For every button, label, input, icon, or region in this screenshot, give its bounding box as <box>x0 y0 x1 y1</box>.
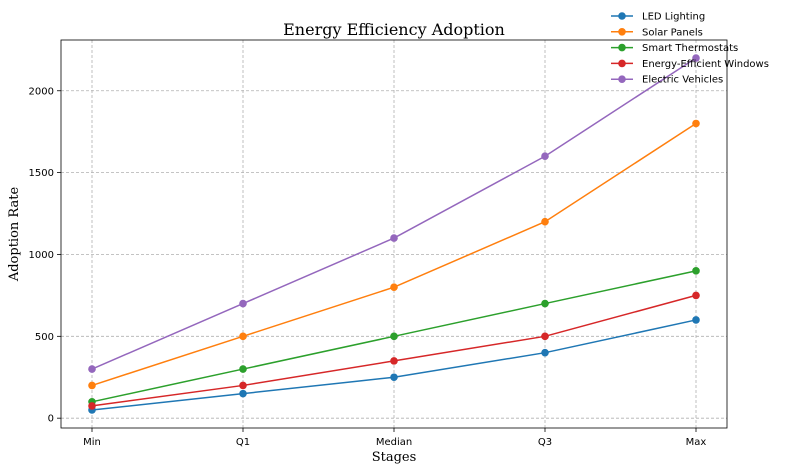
series-group <box>88 54 700 373</box>
legend: LED Lighting Solar Panels Smart Thermostat… <box>611 12 769 86</box>
y-tick-label: 2000 <box>29 86 54 97</box>
data-point <box>692 119 700 128</box>
data-point <box>390 283 398 292</box>
data-point <box>692 316 700 324</box>
data-point <box>88 402 96 410</box>
legend-item: LED Lighting <box>611 12 705 23</box>
y-tick-label: 1000 <box>29 250 54 261</box>
x-tick-label: Q3 <box>538 437 552 448</box>
legend-item: Electric Vehicles <box>611 75 723 86</box>
data-point <box>541 348 549 357</box>
legend-label: Energy-Efficient Windows <box>642 59 769 70</box>
legend-label: LED Lighting <box>642 12 705 23</box>
data-point <box>390 357 398 365</box>
legend-label: Electric Vehicles <box>642 75 723 86</box>
data-point <box>239 389 247 398</box>
series-group <box>88 291 700 410</box>
data-point <box>541 299 549 308</box>
data-point <box>239 299 247 308</box>
x-tick-label: Q1 <box>236 437 250 448</box>
data-point <box>88 381 96 390</box>
grid <box>61 40 727 428</box>
legend-item: Energy-Efficient Windows <box>611 59 769 70</box>
data-point <box>239 332 247 341</box>
data-point <box>390 373 398 382</box>
data-point <box>239 365 247 373</box>
legend-label: Smart Thermostats <box>642 43 738 54</box>
data-point <box>692 54 700 62</box>
x-tick-label: Min <box>83 437 101 448</box>
axes: Min Q1 Median Q3 Max 0 500 1000 1500 2000 <box>29 39 728 448</box>
legend-marker <box>618 59 626 68</box>
series-group <box>88 119 700 390</box>
y-tick-label: 500 <box>35 332 54 343</box>
y-axis-title: Adoption Rate <box>7 187 22 283</box>
x-tick-label: Median <box>376 437 412 448</box>
legend-label: Solar Panels <box>642 27 703 38</box>
legend-marker <box>618 43 626 52</box>
legend-marker <box>618 12 626 20</box>
data-point <box>541 332 549 341</box>
data-point <box>390 234 398 242</box>
data-point <box>692 267 700 275</box>
data-point <box>692 291 700 300</box>
legend-marker <box>618 75 626 83</box>
legend-item: Smart Thermostats <box>611 43 738 54</box>
y-tick-label: 1500 <box>29 168 54 179</box>
data-point <box>541 217 549 226</box>
legend-item: Solar Panels <box>611 27 703 38</box>
series-lines <box>88 54 700 414</box>
data-point <box>88 365 96 373</box>
x-axis-title: Stages <box>372 450 417 465</box>
chart-title: Energy Efficiency Adoption <box>283 20 505 39</box>
y-tick-label: 0 <box>48 414 54 425</box>
series-group <box>88 267 700 406</box>
data-point <box>541 152 549 161</box>
x-tick-label: Max <box>686 437 707 448</box>
plot-frame <box>60 39 728 429</box>
data-point <box>390 332 398 341</box>
data-point <box>239 381 247 390</box>
legend-marker <box>618 28 626 36</box>
